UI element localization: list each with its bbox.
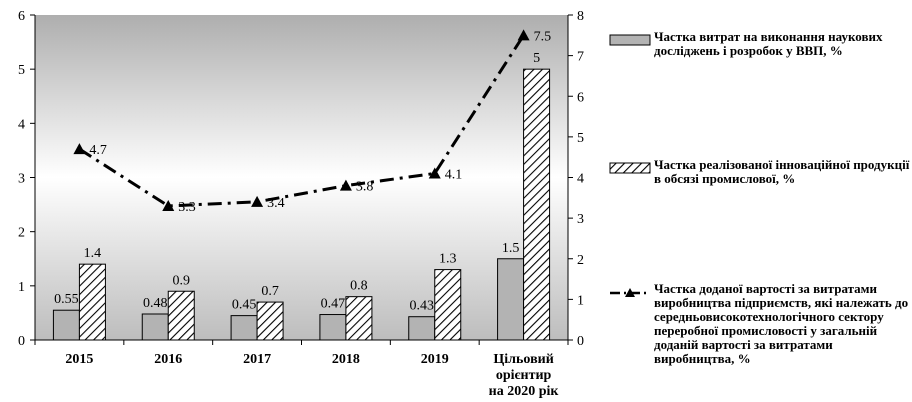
x-tick-label: 2018 bbox=[332, 352, 360, 367]
line-marker bbox=[251, 195, 264, 207]
y-left-tick-label: 4 bbox=[18, 117, 25, 132]
y-left-tick-label: 1 bbox=[18, 280, 25, 295]
bar-rd bbox=[497, 258, 525, 341]
data-label-value-added: 3.8 bbox=[356, 180, 374, 195]
x-tick-label: 2016 bbox=[154, 352, 182, 367]
bar-rd bbox=[408, 316, 436, 341]
data-label-rd: 0.43 bbox=[410, 299, 435, 314]
data-label-innovation: 0.9 bbox=[173, 273, 191, 288]
bar-rd bbox=[52, 309, 80, 341]
data-label-value-added: 3.4 bbox=[267, 196, 285, 211]
y-left-tick-label: 2 bbox=[18, 226, 25, 241]
y-right-tick-label: 2 bbox=[577, 253, 584, 268]
y-right-tick-label: 0 bbox=[577, 334, 584, 349]
y-right-tick-label: 3 bbox=[577, 212, 584, 227]
legend-label-value-added: Частка доданої вартості за витратами вир… bbox=[654, 281, 909, 366]
x-tick-label: 2017 bbox=[243, 352, 271, 367]
line-marker bbox=[162, 199, 175, 211]
x-tick-label: Цільовий орієнтир на 2020 рік bbox=[489, 352, 560, 399]
legend-swatch-line bbox=[610, 288, 650, 297]
legend-swatch-hatch bbox=[609, 162, 651, 174]
y-right-tick-label: 1 bbox=[577, 293, 584, 308]
bar-rd bbox=[319, 314, 347, 341]
data-label-value-added: 4.7 bbox=[89, 143, 107, 158]
y-left-tick-label: 5 bbox=[18, 63, 25, 78]
bar-rd bbox=[230, 315, 258, 341]
line-marker bbox=[73, 143, 86, 155]
y-right-tick-label: 6 bbox=[577, 90, 584, 105]
legend-item-value-added: Частка доданої вартості за витратами вир… bbox=[608, 282, 908, 402]
data-label-value-added: 4.1 bbox=[445, 167, 463, 182]
legend-item-innovation: Частка реалізованої інноваційної продукц… bbox=[608, 157, 910, 208]
legend-item-rd: Частка витрат на виконання наукових досл… bbox=[608, 30, 908, 90]
bar-innovation bbox=[434, 269, 462, 341]
x-tick-label: 2015 bbox=[65, 352, 93, 367]
y-left-tick-label: 3 bbox=[18, 172, 25, 187]
data-label-innovation: 0.8 bbox=[350, 279, 368, 294]
data-label-innovation: 5 bbox=[533, 51, 540, 66]
data-label-rd: 0.55 bbox=[54, 292, 79, 307]
legend-swatch-gray bbox=[609, 34, 651, 46]
data-label-rd: 0.48 bbox=[143, 296, 168, 311]
data-label-rd: 1.5 bbox=[502, 241, 520, 256]
data-label-innovation: 1.3 bbox=[439, 252, 457, 267]
data-label-value-added: 7.5 bbox=[534, 29, 552, 44]
bar-innovation bbox=[523, 68, 551, 341]
legend-label-rd: Частка витрат на виконання наукових досл… bbox=[654, 29, 883, 58]
plot-background bbox=[35, 15, 568, 340]
data-label-rd: 0.45 bbox=[232, 298, 257, 313]
line-value-added bbox=[78, 34, 525, 208]
line-marker bbox=[428, 167, 441, 179]
line-marker bbox=[517, 29, 530, 41]
data-label-innovation: 1.4 bbox=[84, 246, 102, 261]
data-label-value-added: 3.3 bbox=[178, 200, 196, 215]
y-left-tick-label: 0 bbox=[18, 334, 25, 349]
bar-innovation bbox=[345, 296, 373, 341]
bar-rd bbox=[141, 313, 169, 341]
bar-innovation bbox=[167, 290, 195, 341]
bar-innovation bbox=[78, 263, 106, 341]
y-right-tick-label: 7 bbox=[577, 50, 584, 65]
line-marker bbox=[339, 179, 352, 191]
x-tick-label: 2019 bbox=[421, 352, 449, 367]
y-right-tick-label: 4 bbox=[577, 172, 584, 187]
legend-label-innovation: Частка реалізованої інноваційної продукц… bbox=[654, 157, 910, 186]
bar-innovation bbox=[256, 301, 284, 341]
y-right-tick-label: 8 bbox=[577, 9, 584, 24]
y-left-tick-label: 6 bbox=[18, 9, 25, 24]
data-label-innovation: 0.7 bbox=[261, 284, 279, 299]
y-right-tick-label: 5 bbox=[577, 131, 584, 146]
data-label-rd: 0.47 bbox=[321, 297, 346, 312]
